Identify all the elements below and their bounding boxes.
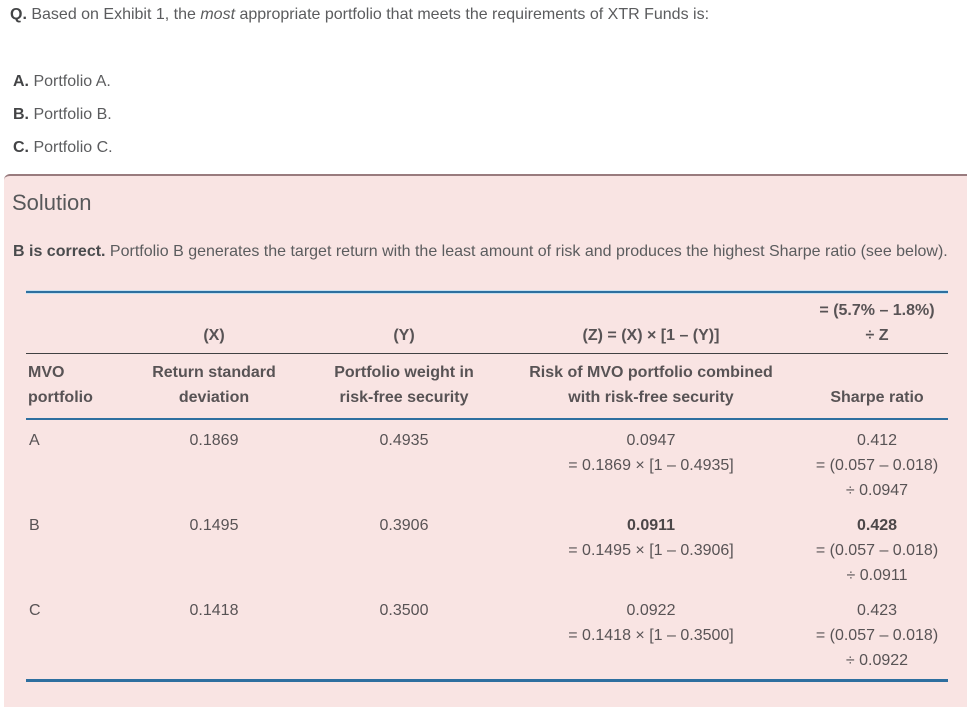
- option-c: C. Portfolio C.: [13, 139, 957, 157]
- option-c-label: Portfolio C.: [33, 139, 113, 156]
- option-b-letter: B.: [13, 106, 29, 123]
- risk-value: 0.0947: [626, 432, 676, 449]
- option-b: B. Portfolio B.: [13, 106, 957, 124]
- risk-formula: = 0.1418 × [1 – 0.3500]: [568, 627, 734, 644]
- question-prefix: Q.: [10, 6, 27, 23]
- option-c-letter: C.: [13, 139, 29, 156]
- cell-portfolio: C: [29, 602, 41, 619]
- cell-rf-weight: 0.3500: [379, 602, 429, 619]
- table-row: B 0.1495 0.3906 0.0911 = 0.1495 × [1 – 0.…: [26, 505, 948, 590]
- sharpe-value: 0.428: [856, 517, 898, 534]
- cell-sharpe: 0.423 = (0.057 – 0.018) ÷ 0.0922: [806, 590, 948, 679]
- option-b-label: Portfolio B.: [33, 106, 112, 123]
- table-top-rule: [26, 290, 948, 294]
- question-italic-word: most: [200, 6, 236, 23]
- answer-options: A. Portfolio A. B. Portfolio B. C. Portf…: [13, 73, 957, 157]
- table-row: A 0.1869 0.4935 0.0947 = 0.1869 × [1 – 0.…: [26, 419, 948, 505]
- cell-std-dev: 0.1418: [189, 602, 239, 619]
- solution-explanation-text: Portfolio B generates the target return …: [105, 243, 948, 260]
- cell-risk: 0.0922 = 0.1418 × [1 – 0.3500]: [496, 590, 806, 679]
- cell-risk: 0.0911 = 0.1495 × [1 – 0.3906]: [496, 505, 806, 590]
- option-a-label: Portfolio A.: [33, 73, 111, 90]
- formula-cell-empty: [26, 294, 116, 354]
- question-lead-out: appropriate portfolio that meets the req…: [235, 6, 710, 23]
- cell-sharpe: 0.412 = (0.057 – 0.018) ÷ 0.0947: [806, 419, 948, 505]
- exhibit-table: (X) (Y) (Z) = (X) × [1 – (Y)] = (5.7% – …: [26, 290, 948, 682]
- question-block: Q. Based on Exhibit 1, the most appropri…: [0, 0, 967, 157]
- risk-value: 0.0922: [626, 602, 676, 619]
- cell-std-dev: 0.1495: [189, 517, 239, 534]
- cell-portfolio: B: [29, 517, 40, 534]
- solution-explanation: B is correct. Portfolio B generates the …: [13, 235, 959, 268]
- option-a: A. Portfolio A.: [13, 73, 957, 91]
- header-combined-risk: Risk of MVO portfolio combined with risk-…: [496, 353, 806, 420]
- cell-std-dev: 0.1869: [189, 432, 239, 449]
- risk-formula: = 0.1869 × [1 – 0.4935]: [568, 457, 734, 474]
- formula-row: (X) (Y) (Z) = (X) × [1 – (Y)] = (5.7% – …: [26, 294, 948, 354]
- option-a-letter: A.: [13, 73, 29, 90]
- formula-cell-x: (X): [116, 294, 312, 354]
- solution-verdict: B is correct.: [13, 243, 106, 260]
- formula-cell-sharpe: = (5.7% – 1.8%) ÷ Z: [806, 294, 948, 354]
- solution-heading: Solution: [12, 190, 92, 215]
- cell-portfolio: A: [29, 432, 40, 449]
- sharpe-formula: = (0.057 – 0.018) ÷ 0.0922: [815, 627, 939, 669]
- header-row: MVO portfolio Return standard deviation Po…: [26, 353, 948, 420]
- header-rf-weight: Portfolio weight in risk-free security: [312, 353, 496, 420]
- header-std-deviation: Return standard deviation: [116, 353, 312, 420]
- cell-rf-weight: 0.3906: [379, 517, 429, 534]
- question-text: Q. Based on Exhibit 1, the most appropri…: [10, 5, 957, 24]
- cell-rf-weight: 0.4935: [379, 432, 429, 449]
- cell-risk: 0.0947 = 0.1869 × [1 – 0.4935]: [496, 419, 806, 505]
- solution-panel: Solution B is correct. Portfolio B gener…: [4, 174, 967, 707]
- sharpe-formula: = (0.057 – 0.018) ÷ 0.0911: [815, 542, 939, 584]
- sharpe-formula: = (0.057 – 0.018) ÷ 0.0947: [815, 457, 939, 499]
- question-lead-in: Based on Exhibit 1, the: [31, 6, 201, 23]
- risk-value: 0.0911: [626, 517, 676, 534]
- sharpe-value: 0.412: [856, 432, 898, 449]
- formula-cell-y: (Y): [312, 294, 496, 354]
- cell-sharpe: 0.428 = (0.057 – 0.018) ÷ 0.0911: [806, 505, 948, 590]
- header-mvo-portfolio: MVO portfolio: [26, 353, 116, 420]
- table-row: C 0.1418 0.3500 0.0922 = 0.1418 × [1 – 0.…: [26, 590, 948, 679]
- header-sharpe-ratio: Sharpe ratio: [806, 353, 948, 420]
- table-bottom-rule: [26, 679, 948, 682]
- sharpe-value: 0.423: [856, 602, 898, 619]
- formula-cell-z: (Z) = (X) × [1 – (Y)]: [496, 294, 806, 354]
- risk-formula: = 0.1495 × [1 – 0.3906]: [568, 542, 734, 559]
